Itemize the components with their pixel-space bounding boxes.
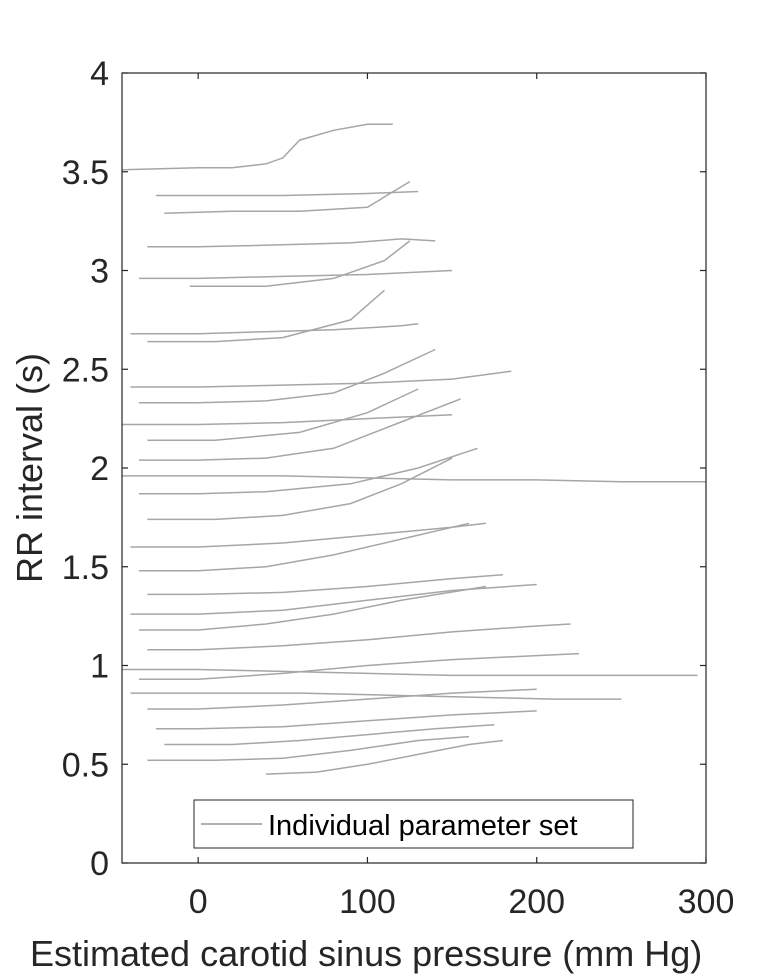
y-tick-label: 0.5: [62, 746, 109, 784]
x-tick-label: 300: [678, 883, 735, 921]
y-tick-label: 3.5: [62, 154, 109, 192]
y-tick-label: 1: [90, 648, 109, 686]
legend: Individual parameter set: [194, 800, 633, 848]
y-tick-label: 4: [90, 55, 109, 93]
x-tick-label: 200: [508, 883, 565, 921]
x-tick-label: 0: [189, 883, 208, 921]
y-tick-label: 3: [90, 253, 109, 291]
y-tick-label: 2.5: [62, 351, 109, 389]
x-axis-title: Estimated carotid sinus pressure (mm Hg): [30, 933, 702, 974]
x-tick-label: 100: [339, 883, 396, 921]
y-tick-label: 1.5: [62, 549, 109, 587]
y-tick-label: 2: [90, 450, 109, 488]
legend-label: Individual parameter set: [268, 810, 578, 842]
y-axis-title: RR interval (s): [9, 353, 50, 583]
y-tick-label: 0: [90, 845, 109, 883]
